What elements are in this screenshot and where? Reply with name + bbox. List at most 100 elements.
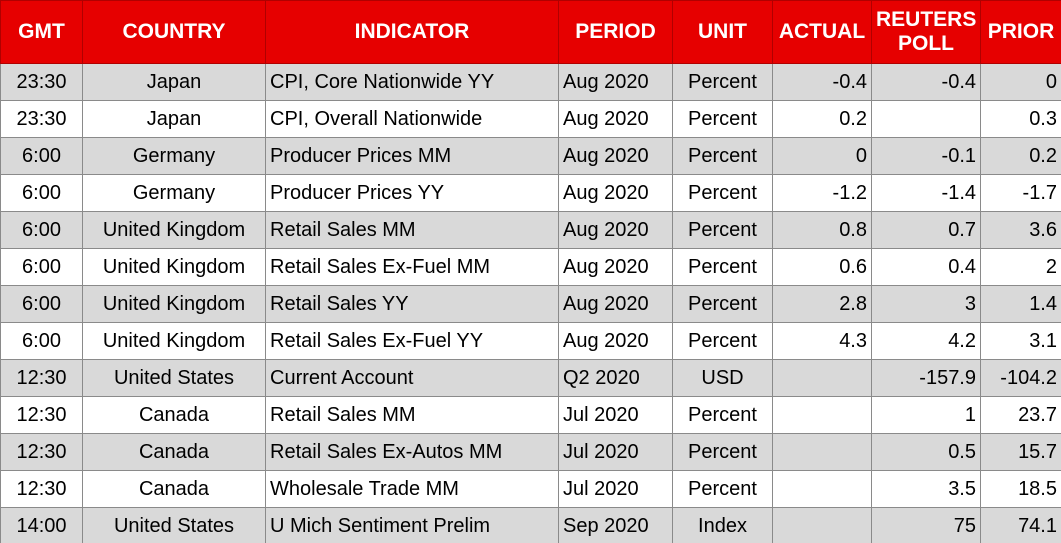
table-cell: Japan: [82, 100, 266, 138]
column-header: GMT: [0, 0, 83, 64]
table-cell: 23:30: [0, 100, 83, 138]
table-cell: Aug 2020: [558, 63, 673, 101]
table-cell: Aug 2020: [558, 100, 673, 138]
table-cell: Retail Sales MM: [265, 211, 559, 249]
table-cell: United Kingdom: [82, 248, 266, 286]
table-cell: United States: [82, 507, 266, 543]
table-cell: 14:00: [0, 507, 83, 543]
table-row: 12:30 United States Current Account Q2 2020…: [0, 359, 1061, 397]
table-cell: 1: [871, 396, 981, 434]
table-cell: -1.2: [772, 174, 872, 212]
table-cell: Germany: [82, 174, 266, 212]
table-cell: 0.4: [871, 248, 981, 286]
table-cell: 3.5: [871, 470, 981, 508]
table-cell: 15.7: [980, 433, 1061, 471]
table-cell: Aug 2020: [558, 285, 673, 323]
table-body: 23:30 Japan CPI, Core Nationwide YY Aug 202…: [0, 63, 1061, 543]
table-cell: 74.1: [980, 507, 1061, 543]
table-cell: 4.2: [871, 322, 981, 360]
table-cell: Aug 2020: [558, 174, 673, 212]
table-row: 6:00 United Kingdom Retail Sales Ex-Fuel M…: [0, 248, 1061, 286]
table-cell: Percent: [672, 174, 773, 212]
table-cell: 2.8: [772, 285, 872, 323]
table-cell: 0.7: [871, 211, 981, 249]
table-row: 6:00 United Kingdom Retail Sales YY Aug 202…: [0, 285, 1061, 323]
table-cell: -1.7: [980, 174, 1061, 212]
column-header: COUNTRY: [82, 0, 266, 64]
table-cell: 0.8: [772, 211, 872, 249]
column-header: REUTERS POLL: [871, 0, 981, 64]
table-cell: Wholesale Trade MM: [265, 470, 559, 508]
table-cell: 0.2: [772, 100, 872, 138]
table-cell: Canada: [82, 433, 266, 471]
table-cell: Current Account: [265, 359, 559, 397]
table-cell: Retail Sales MM: [265, 396, 559, 434]
table-cell: Jul 2020: [558, 470, 673, 508]
table-cell: 3.6: [980, 211, 1061, 249]
table-cell: Sep 2020: [558, 507, 673, 543]
table-cell: 0: [980, 63, 1061, 101]
table-cell: Retail Sales Ex-Fuel MM: [265, 248, 559, 286]
table-cell: Percent: [672, 63, 773, 101]
table-cell: Producer Prices MM: [265, 137, 559, 175]
table-cell: Japan: [82, 63, 266, 101]
table-cell: 6:00: [0, 248, 83, 286]
table-cell: 1.4: [980, 285, 1061, 323]
header-row: GMT COUNTRY INDICATOR PERIOD UNIT ACTUAL REUTE…: [0, 0, 1061, 64]
table-row: 23:30 Japan CPI, Overall Nationwide Aug 202…: [0, 100, 1061, 138]
table-cell: Percent: [672, 322, 773, 360]
table-cell: Percent: [672, 100, 773, 138]
table-cell: Aug 2020: [558, 322, 673, 360]
table-cell: Germany: [82, 137, 266, 175]
table-cell: Percent: [672, 137, 773, 175]
table-cell: Index: [672, 507, 773, 543]
table-cell: Retail Sales Ex-Fuel YY: [265, 322, 559, 360]
table-cell: Percent: [672, 211, 773, 249]
table-row: 6:00 Germany Producer Prices YY Aug 2020 Per…: [0, 174, 1061, 212]
table-cell: Retail Sales Ex-Autos MM: [265, 433, 559, 471]
table-cell: Aug 2020: [558, 248, 673, 286]
table-cell: 4.3: [772, 322, 872, 360]
table-cell: [772, 507, 872, 543]
table-cell: Canada: [82, 470, 266, 508]
table-cell: 6:00: [0, 137, 83, 175]
table-cell: 6:00: [0, 174, 83, 212]
table-cell: 12:30: [0, 470, 83, 508]
table-cell: 12:30: [0, 396, 83, 434]
table-cell: [772, 396, 872, 434]
table-cell: Percent: [672, 396, 773, 434]
table-cell: [772, 470, 872, 508]
table-cell: 0.2: [980, 137, 1061, 175]
table-cell: Q2 2020: [558, 359, 673, 397]
column-header: PRIOR: [980, 0, 1061, 64]
column-header: PERIOD: [558, 0, 673, 64]
table-cell: Percent: [672, 470, 773, 508]
table-cell: 0.3: [980, 100, 1061, 138]
table-cell: [772, 359, 872, 397]
table-cell: United Kingdom: [82, 285, 266, 323]
table-cell: 23.7: [980, 396, 1061, 434]
table-cell: United Kingdom: [82, 211, 266, 249]
table-cell: 6:00: [0, 285, 83, 323]
table-cell: -104.2: [980, 359, 1061, 397]
table-row: 12:30 Canada Retail Sales Ex-Autos MM Jul 2…: [0, 433, 1061, 471]
table-cell: Jul 2020: [558, 396, 673, 434]
table-cell: Percent: [672, 433, 773, 471]
table-cell: -0.4: [871, 63, 981, 101]
table-cell: -0.1: [871, 137, 981, 175]
table-cell: 6:00: [0, 211, 83, 249]
table-cell: [772, 433, 872, 471]
table-cell: Jul 2020: [558, 433, 673, 471]
table-row: 6:00 Germany Producer Prices MM Aug 2020 Per…: [0, 137, 1061, 175]
table-row: 6:00 United Kingdom Retail Sales Ex-Fuel Y…: [0, 322, 1061, 360]
table-cell: 75: [871, 507, 981, 543]
table-cell: 2: [980, 248, 1061, 286]
table-cell: Producer Prices YY: [265, 174, 559, 212]
table-cell: CPI, Overall Nationwide: [265, 100, 559, 138]
table-cell: Retail Sales YY: [265, 285, 559, 323]
column-header: INDICATOR: [265, 0, 559, 64]
table-cell: 0: [772, 137, 872, 175]
table-cell: Percent: [672, 285, 773, 323]
